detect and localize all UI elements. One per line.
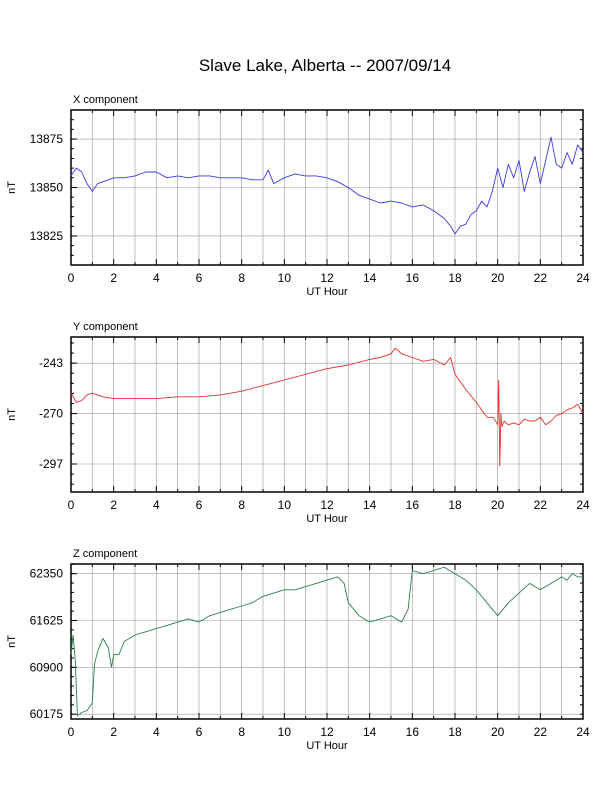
x-tick-label: 24 [576, 271, 590, 285]
x-tick-label: 20 [491, 271, 505, 285]
y-tick-label: -270 [39, 407, 63, 421]
x-tick-label: 0 [68, 271, 75, 285]
x-tick-label: 0 [68, 498, 75, 512]
x-tick-label: 8 [238, 498, 245, 512]
x-tick-label: 4 [153, 498, 160, 512]
x-tick-label: 12 [320, 725, 334, 739]
x-tick-label: 16 [406, 271, 420, 285]
y-tick-label: 60900 [30, 660, 64, 674]
y-tick-label: -243 [39, 356, 63, 370]
y-axis-label: nT [6, 181, 18, 194]
x-tick-label: 4 [153, 271, 160, 285]
x-tick-label: 2 [110, 725, 117, 739]
x-tick-label: 14 [363, 271, 377, 285]
panel-title: Z component [73, 548, 137, 560]
x-tick-label: 0 [68, 725, 75, 739]
x-tick-label: 10 [278, 271, 292, 285]
y-tick-label: -297 [39, 457, 63, 471]
x-tick-label: 18 [448, 725, 462, 739]
page-title: Slave Lake, Alberta -- 2007/09/14 [198, 56, 452, 75]
series-line [70, 136, 584, 235]
x-tick-label: 6 [196, 725, 203, 739]
x-tick-label: 20 [491, 498, 505, 512]
x-tick-label: 16 [406, 498, 420, 512]
x-tick-label: 22 [534, 498, 548, 512]
series-line [70, 347, 584, 467]
x-axis-label: UT Hour [306, 286, 348, 298]
x-tick-label: 10 [278, 498, 292, 512]
panel-title: Y component [73, 321, 138, 333]
y-tick-label: 61625 [30, 614, 64, 628]
x-tick-label: 2 [110, 271, 117, 285]
x-tick-label: 6 [196, 498, 203, 512]
x-tick-label: 22 [534, 271, 548, 285]
x-tick-label: 14 [363, 498, 377, 512]
x-axis-label: UT Hour [306, 513, 348, 525]
y-axis-label: nT [6, 635, 18, 648]
y-tick-label: 62350 [30, 567, 64, 581]
y-axis-label: nT [6, 408, 18, 421]
y-tick-label: 13850 [30, 181, 64, 195]
panel-title: X component [73, 94, 138, 106]
x-tick-label: 2 [110, 498, 117, 512]
x-tick-label: 6 [196, 271, 203, 285]
series-line [70, 566, 583, 717]
x-tick-label: 24 [576, 498, 590, 512]
x-tick-label: 18 [448, 498, 462, 512]
y-tick-label: 60175 [30, 707, 64, 721]
x-tick-label: 20 [491, 725, 505, 739]
x-tick-label: 18 [448, 271, 462, 285]
x-tick-label: 12 [320, 498, 334, 512]
y-tick-label: 13875 [30, 132, 64, 146]
x-tick-label: 10 [278, 725, 292, 739]
x-tick-label: 22 [534, 725, 548, 739]
x-tick-label: 12 [320, 271, 334, 285]
x-axis-label: UT Hour [306, 740, 348, 752]
x-tick-label: 8 [238, 725, 245, 739]
y-tick-label: 13825 [30, 229, 64, 243]
x-tick-label: 4 [153, 725, 160, 739]
x-tick-label: 24 [576, 725, 590, 739]
x-tick-label: 16 [406, 725, 420, 739]
x-tick-label: 8 [238, 271, 245, 285]
x-tick-label: 14 [363, 725, 377, 739]
